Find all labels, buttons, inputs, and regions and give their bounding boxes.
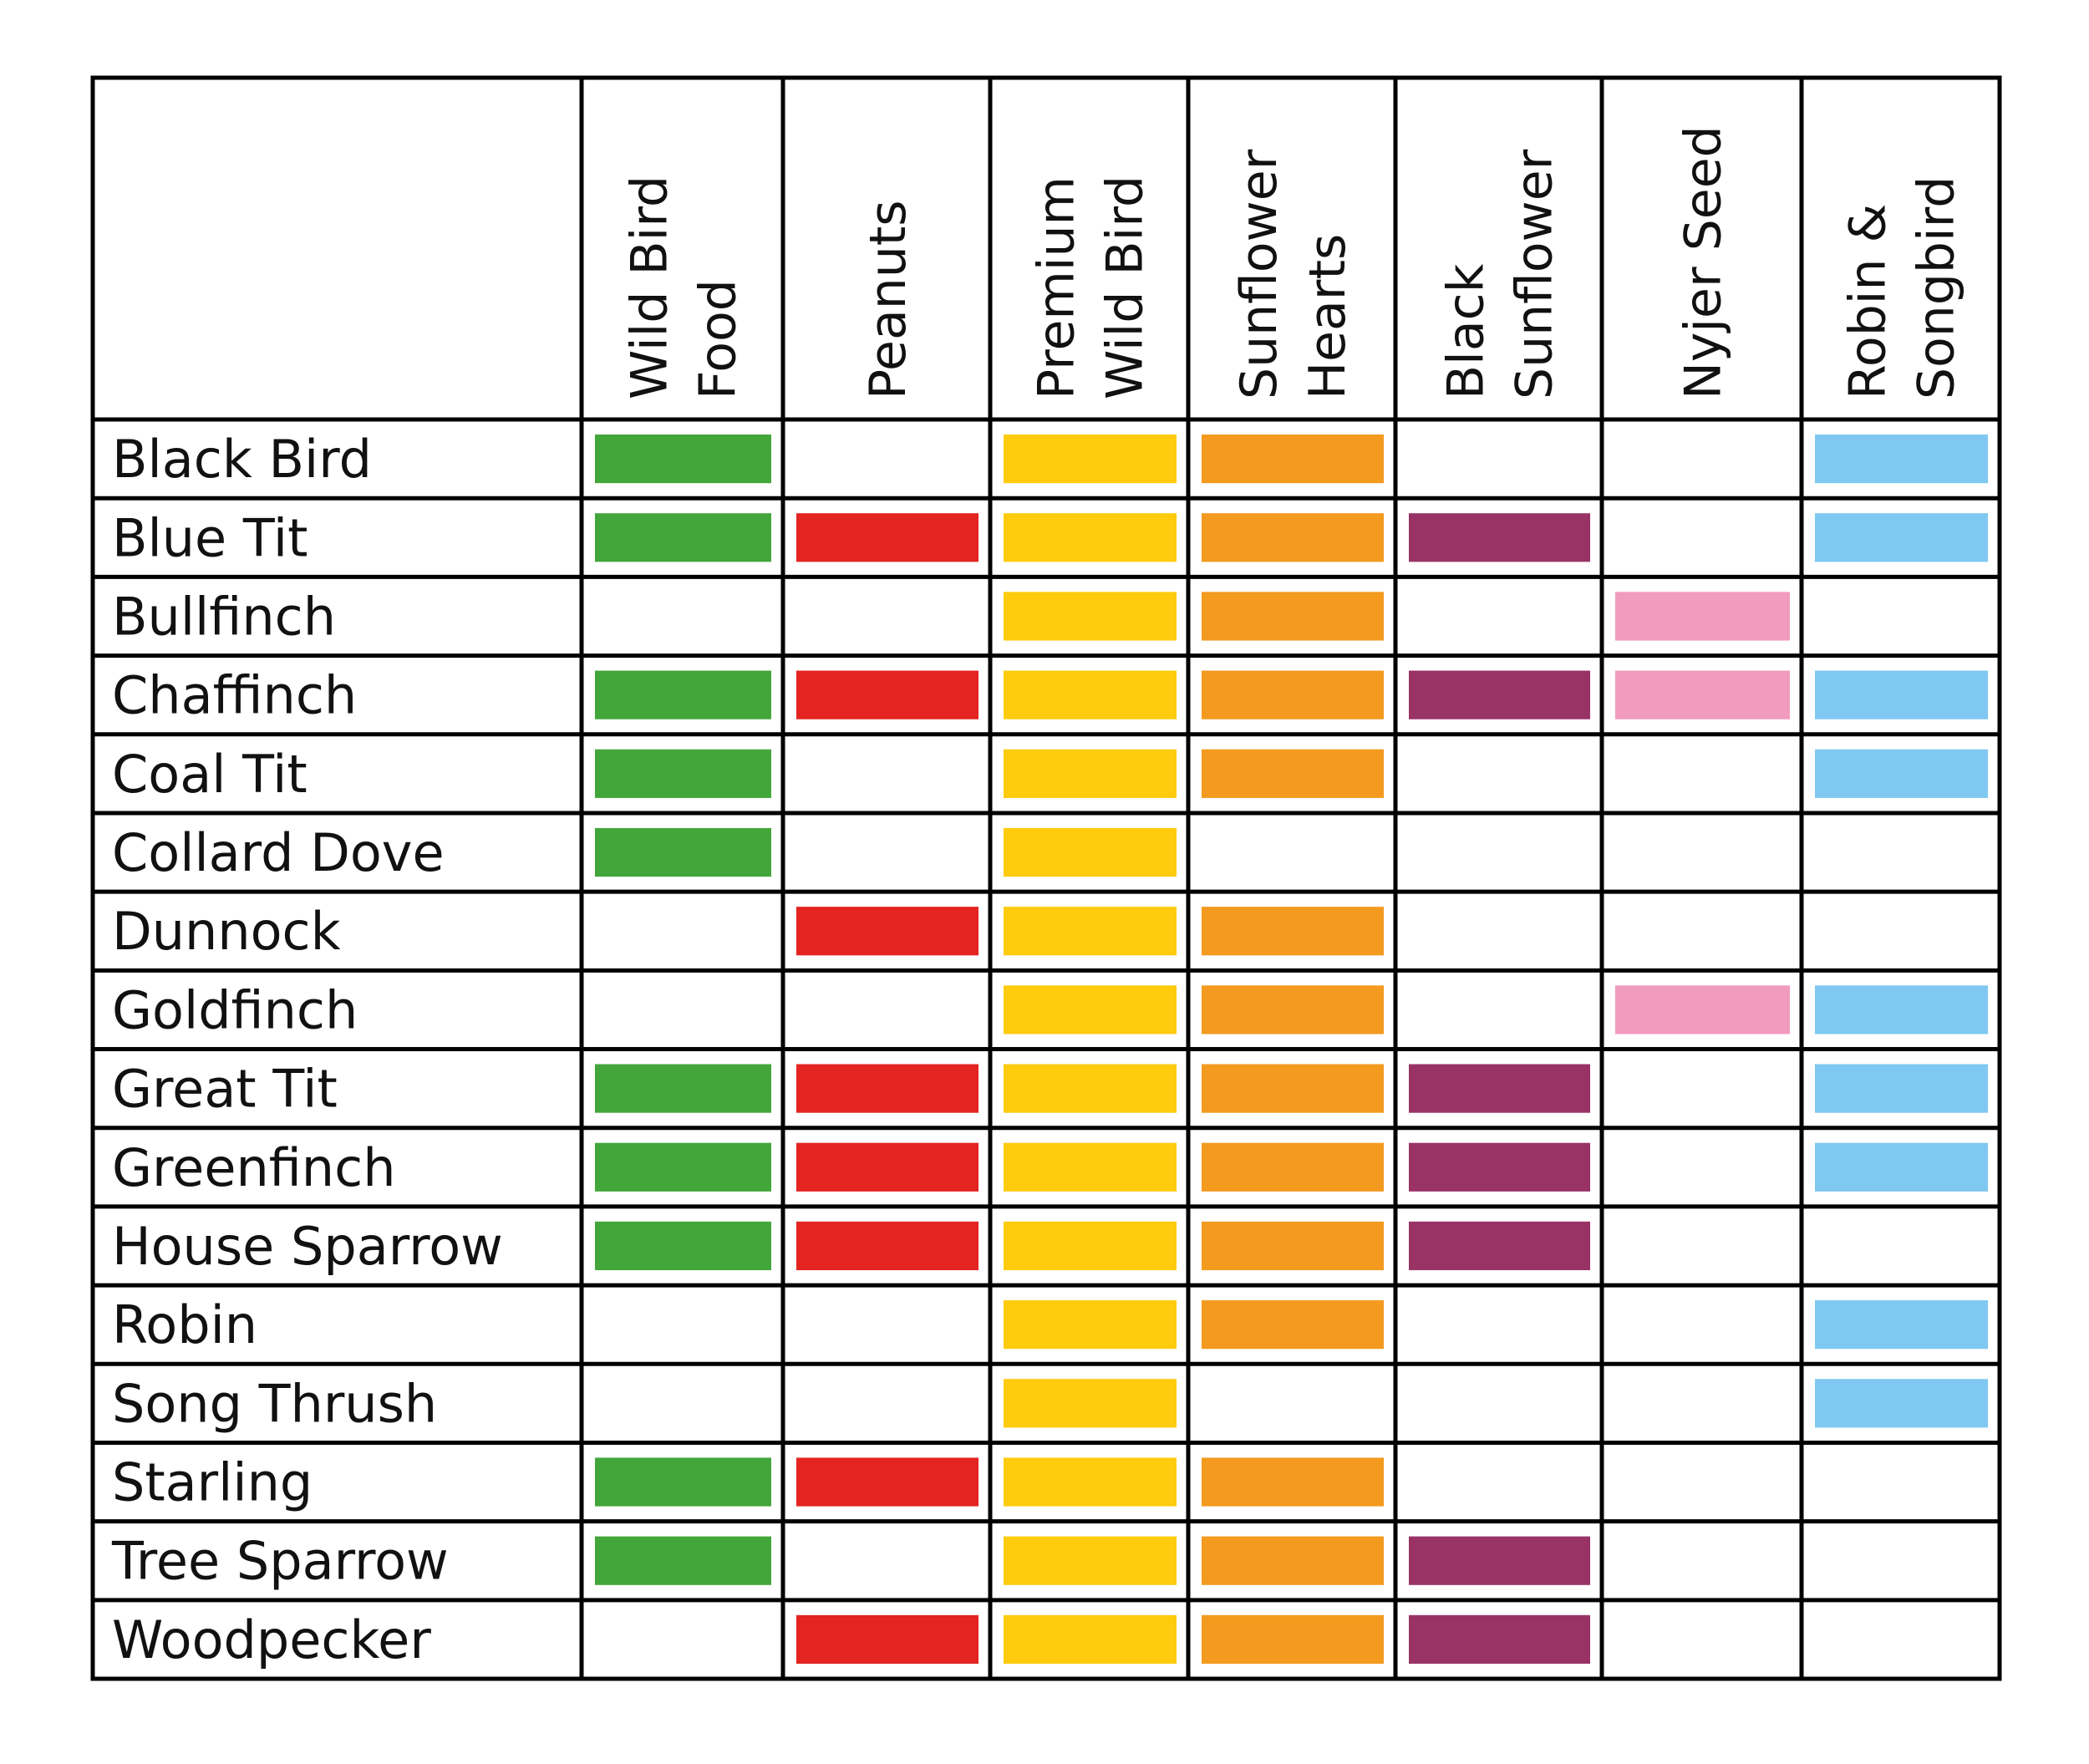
feed-bar-7 <box>1815 513 1988 562</box>
feed-bar-1 <box>595 1536 771 1585</box>
row-label: Starling <box>112 1452 313 1513</box>
feed-bar-2 <box>796 1614 978 1664</box>
feed-bar-3 <box>1004 670 1177 719</box>
column-header-2: Peanuts <box>859 200 917 399</box>
feed-bar-3 <box>1004 592 1177 641</box>
table-border <box>90 75 2002 1681</box>
column-header-4: Sunflower <box>1230 149 1288 399</box>
feed-bar-2 <box>796 1142 978 1192</box>
column-header-5: Black <box>1437 263 1496 399</box>
row-label: Coal Tit <box>112 744 308 805</box>
feed-bar-1 <box>595 1064 771 1113</box>
feed-bar-1 <box>595 435 771 484</box>
feed-bar-3 <box>1004 1064 1177 1113</box>
feed-bar-2 <box>796 670 978 719</box>
feed-bar-1 <box>595 1221 771 1271</box>
feed-bar-7 <box>1815 1379 1988 1428</box>
feed-bar-3 <box>1004 907 1177 956</box>
feed-bar-3 <box>1004 827 1177 877</box>
feed-bar-4 <box>1202 435 1384 484</box>
feed-bar-4 <box>1202 985 1384 1035</box>
row-label: Song Thrush <box>112 1373 437 1434</box>
feed-bar-7 <box>1815 1300 1988 1350</box>
feed-bar-7 <box>1815 1064 1988 1113</box>
feed-bar-2 <box>796 1221 978 1271</box>
feed-bar-7 <box>1815 435 1988 484</box>
feed-bar-5 <box>1409 1142 1590 1192</box>
column-header-4: Hearts <box>1299 234 1357 399</box>
feed-bar-1 <box>595 1142 771 1192</box>
feed-bar-4 <box>1202 1142 1384 1192</box>
feed-bar-1 <box>595 513 771 562</box>
row-label: Greenfinch <box>112 1137 396 1198</box>
feed-bar-3 <box>1004 1379 1177 1428</box>
column-header-3: Wild Bird <box>1096 175 1155 399</box>
feed-bar-4 <box>1202 1457 1384 1507</box>
feed-bar-5 <box>1409 1221 1590 1271</box>
column-header-6: Nyjer Seed <box>1675 125 1733 399</box>
feed-bar-4 <box>1202 907 1384 956</box>
feed-bar-4 <box>1202 1300 1384 1350</box>
feed-bar-3 <box>1004 749 1177 798</box>
feed-bar-1 <box>595 1457 771 1507</box>
column-header-7: Robin & <box>1839 204 1898 399</box>
feed-bar-3 <box>1004 435 1177 484</box>
feed-bar-5 <box>1409 1614 1590 1664</box>
feed-bar-4 <box>1202 592 1384 641</box>
feed-bar-5 <box>1409 1536 1590 1585</box>
row-label: Bullfinch <box>112 586 336 647</box>
feed-bar-3 <box>1004 985 1177 1035</box>
row-label: Chaffinch <box>112 665 357 726</box>
feed-bar-4 <box>1202 749 1384 798</box>
row-label: Collard Dove <box>112 822 445 883</box>
feed-bar-1 <box>595 827 771 877</box>
feed-bar-3 <box>1004 1221 1177 1271</box>
feed-bar-6 <box>1615 592 1790 641</box>
feed-bar-6 <box>1615 985 1790 1035</box>
feed-bar-4 <box>1202 1536 1384 1585</box>
feed-bar-1 <box>595 670 771 719</box>
feed-bar-3 <box>1004 1457 1177 1507</box>
feed-bar-2 <box>796 1457 978 1507</box>
feed-bar-5 <box>1409 1064 1590 1113</box>
feed-bar-5 <box>1409 513 1590 562</box>
feed-bar-3 <box>1004 1142 1177 1192</box>
row-label: Dunnock <box>112 901 341 962</box>
feed-bar-7 <box>1815 670 1988 719</box>
column-header-1: Food <box>689 279 748 399</box>
row-label: Woodpecker <box>112 1609 431 1670</box>
feed-bar-1 <box>595 749 771 798</box>
feed-bar-7 <box>1815 985 1988 1035</box>
row-label: House Sparrow <box>112 1216 503 1277</box>
feed-bar-3 <box>1004 1536 1177 1585</box>
feed-bar-2 <box>796 907 978 956</box>
feed-bar-3 <box>1004 1614 1177 1664</box>
feed-bar-4 <box>1202 670 1384 719</box>
feed-bar-6 <box>1615 670 1790 719</box>
column-header-1: Wild Bird <box>621 175 679 399</box>
row-label: Black Bird <box>112 429 372 490</box>
feed-bar-7 <box>1815 749 1988 798</box>
feed-bar-4 <box>1202 1221 1384 1271</box>
column-header-5: Sunflower <box>1506 149 1564 399</box>
feed-bar-3 <box>1004 513 1177 562</box>
feed-bar-7 <box>1815 1142 1988 1192</box>
row-label: Tree Sparrow <box>111 1531 449 1592</box>
row-label: Goldfinch <box>112 979 358 1040</box>
feed-bar-3 <box>1004 1300 1177 1350</box>
feed-bar-4 <box>1202 1614 1384 1664</box>
feed-bar-4 <box>1202 513 1384 562</box>
feed-bar-2 <box>796 513 978 562</box>
row-label: Robin <box>112 1294 257 1355</box>
column-header-7: Songbird <box>1908 176 1966 399</box>
feed-bar-5 <box>1409 670 1590 719</box>
feed-bar-2 <box>796 1064 978 1113</box>
column-header-3: Premium <box>1028 176 1086 399</box>
row-label: Great Tit <box>112 1059 338 1120</box>
feed-bar-4 <box>1202 1064 1384 1113</box>
row-label: Blue Tit <box>112 507 308 568</box>
